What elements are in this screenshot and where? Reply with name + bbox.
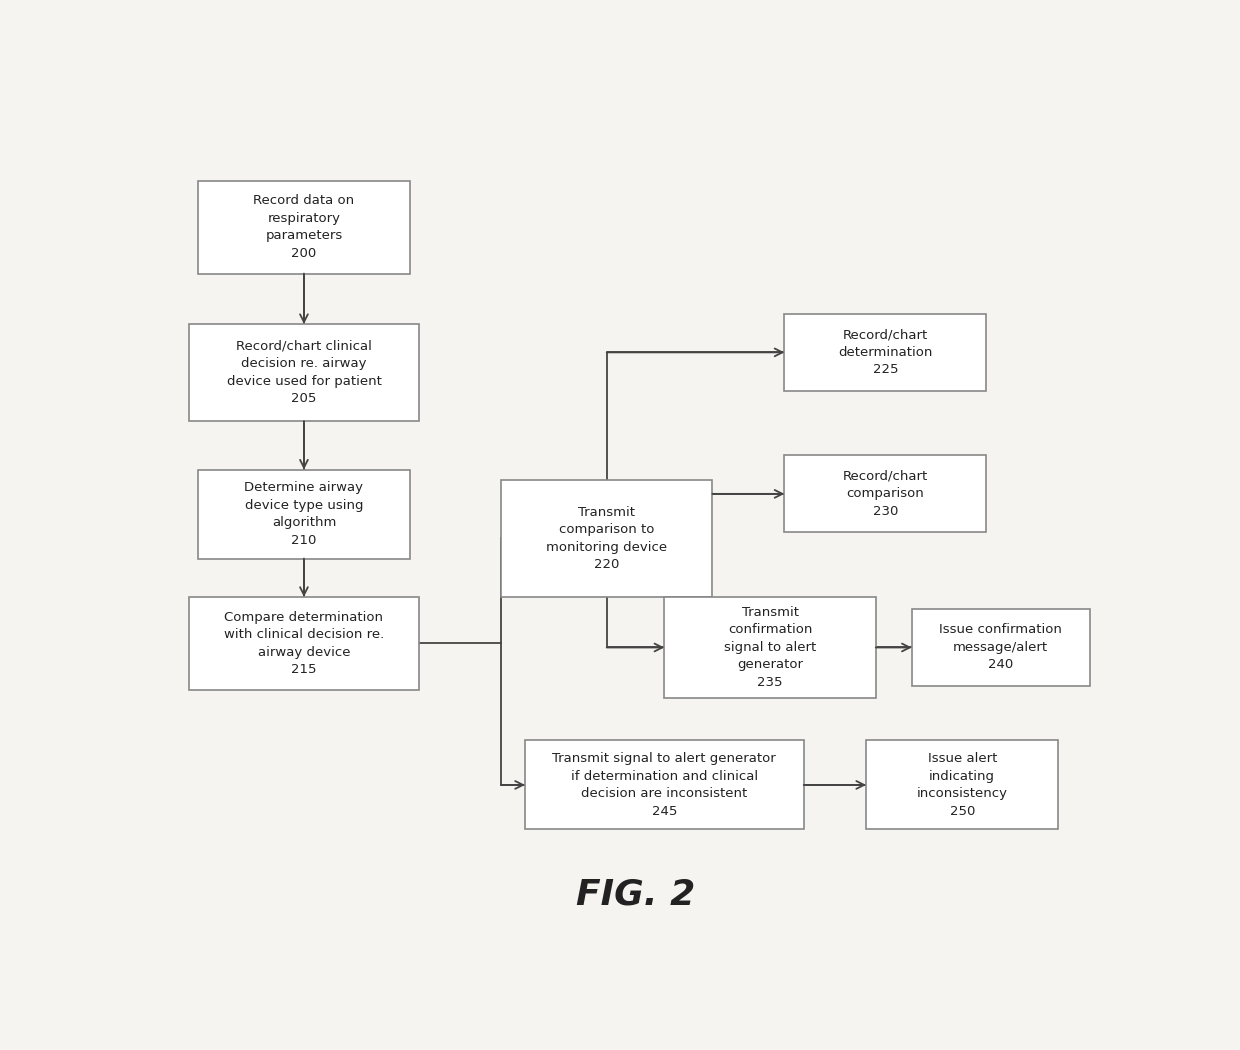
Bar (665, 597, 875, 698)
Text: Determine airway
device type using
algorithm
210: Determine airway device type using algor… (244, 481, 363, 547)
Text: Record/chart
comparison
230: Record/chart comparison 230 (843, 469, 928, 518)
Text: Record/chart clinical
decision re. airway
device used for patient
205: Record/chart clinical decision re. airwa… (227, 340, 382, 405)
Text: Issue alert
indicating
inconsistency
250: Issue alert indicating inconsistency 250 (916, 752, 1008, 818)
Text: Transmit
confirmation
signal to alert
generator
235: Transmit confirmation signal to alert ge… (724, 606, 816, 689)
Text: Record data on
respiratory
parameters
200: Record data on respiratory parameters 20… (253, 194, 355, 259)
Text: FIG. 2: FIG. 2 (575, 877, 696, 911)
Bar (911, 609, 1090, 686)
Text: Transmit signal to alert generator
if determination and clinical
decision are in: Transmit signal to alert generator if de… (553, 752, 776, 818)
Bar (198, 469, 409, 559)
Bar (785, 456, 986, 532)
Text: Record/chart
determination
225: Record/chart determination 225 (838, 329, 932, 376)
Text: Transmit
comparison to
monitoring device
220: Transmit comparison to monitoring device… (546, 506, 667, 571)
Bar (866, 740, 1058, 830)
Bar (188, 597, 419, 690)
Bar (198, 181, 409, 274)
Bar (501, 480, 712, 597)
Bar (188, 324, 419, 421)
Text: Issue confirmation
message/alert
240: Issue confirmation message/alert 240 (939, 624, 1063, 672)
Text: Compare determination
with clinical decision re.
airway device
215: Compare determination with clinical deci… (224, 611, 384, 676)
Bar (525, 740, 804, 830)
Bar (785, 314, 986, 391)
